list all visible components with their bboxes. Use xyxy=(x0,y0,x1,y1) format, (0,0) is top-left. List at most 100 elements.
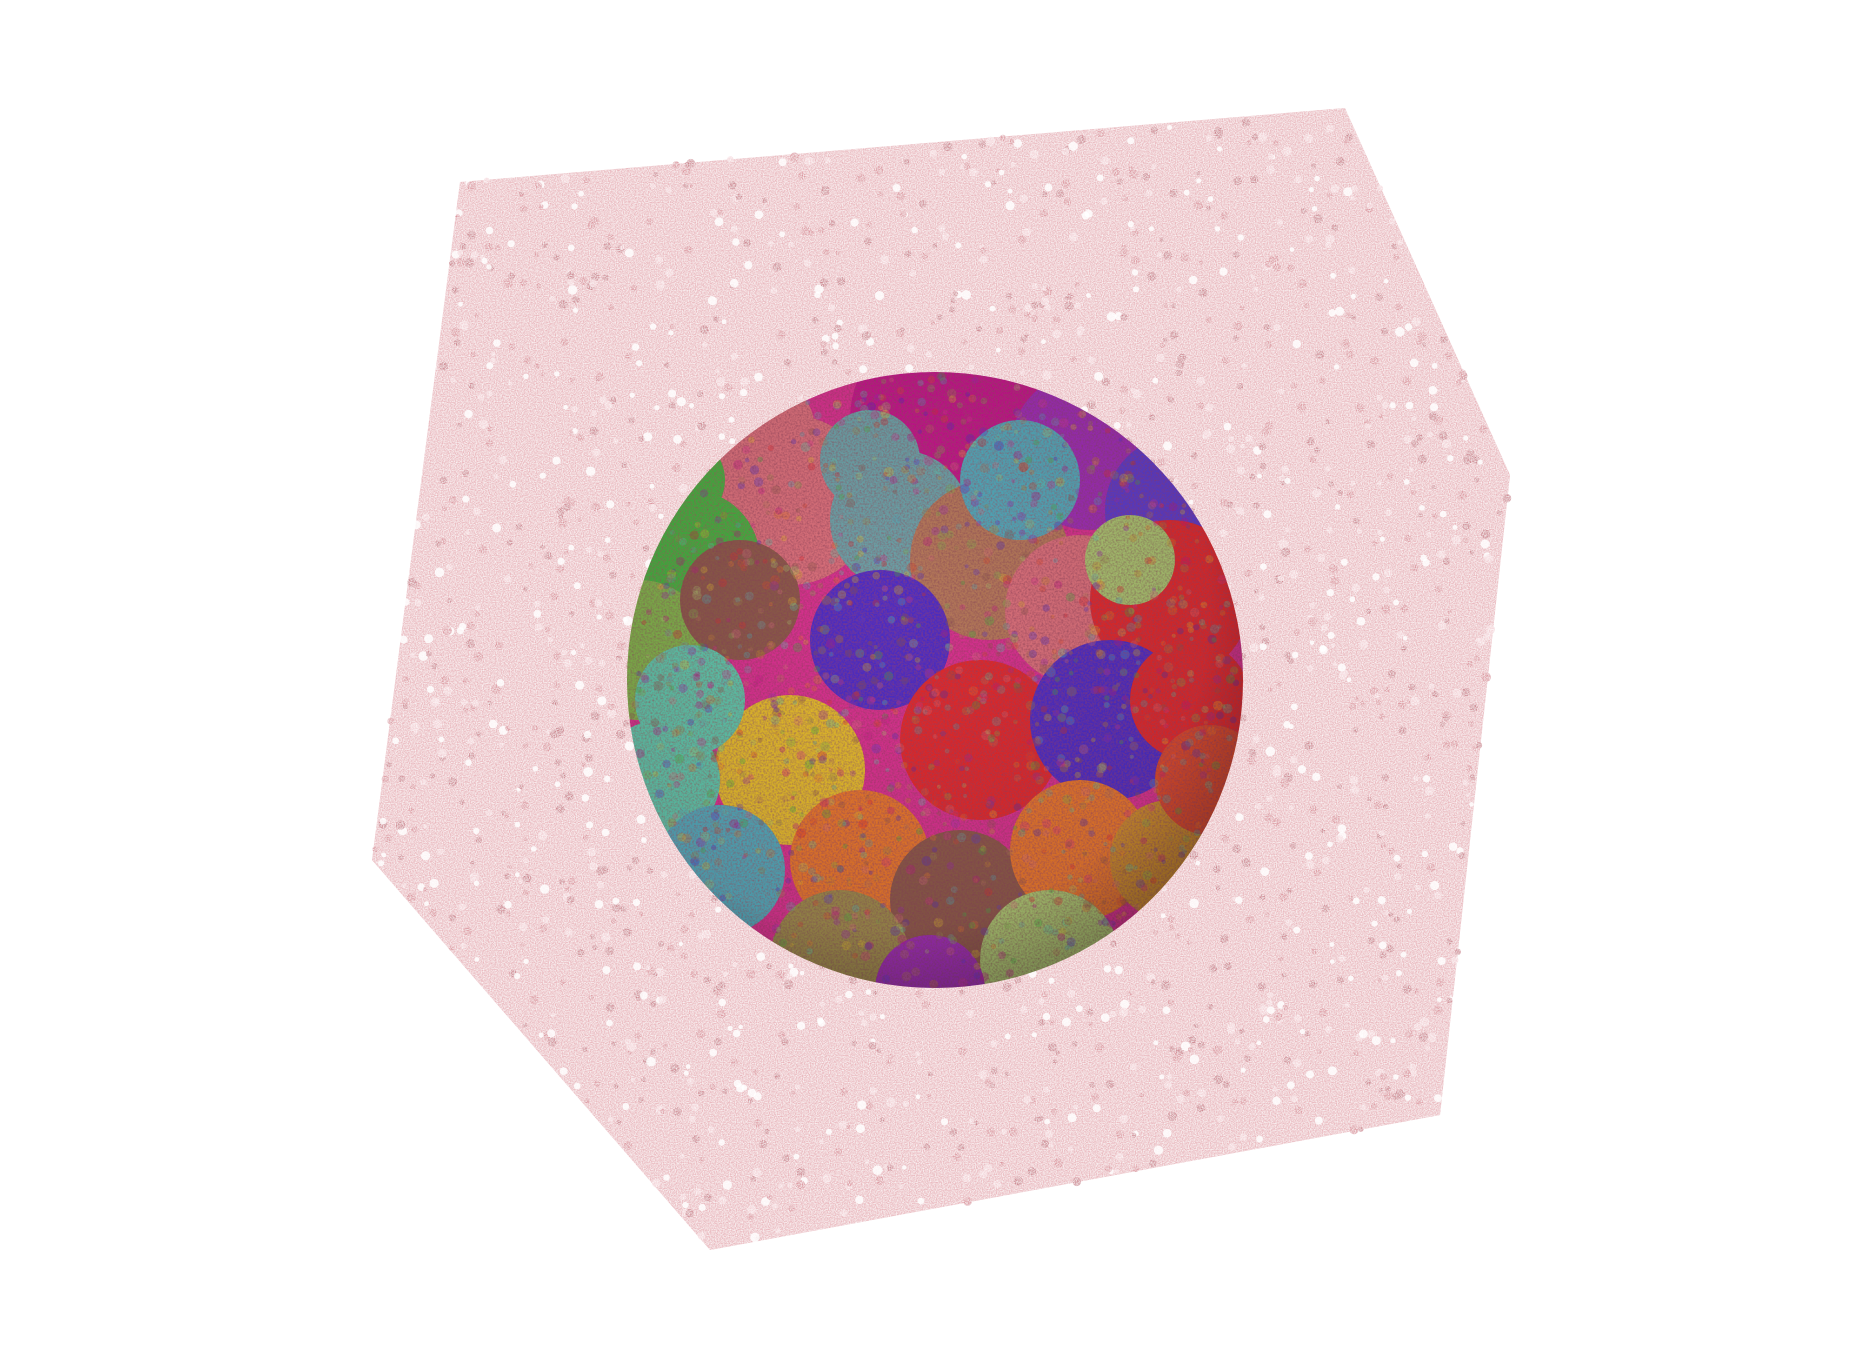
solvent-particle xyxy=(1350,785,1360,794)
solvent-particle xyxy=(1397,700,1406,710)
solvent-particle xyxy=(1278,539,1289,549)
solvent-particle xyxy=(594,599,602,607)
solvent-particle xyxy=(1325,241,1332,249)
solvent-particle xyxy=(872,1165,883,1175)
solvent-particle xyxy=(1007,188,1013,194)
solvent-particle xyxy=(587,220,596,230)
solvent-particle xyxy=(1337,663,1346,672)
solvent-particle xyxy=(1483,632,1492,641)
solvent-particle xyxy=(518,784,524,790)
solvent-particle xyxy=(1359,700,1366,707)
solvent-particle xyxy=(1267,992,1274,999)
solvent-particle xyxy=(1067,293,1073,299)
solvent-particle xyxy=(1408,683,1416,692)
solvent-particle xyxy=(827,304,836,312)
solvent-particle xyxy=(629,392,635,398)
solvent-particle xyxy=(1162,337,1168,343)
solvent-particle xyxy=(1049,1019,1055,1025)
solvent-particle xyxy=(1257,982,1266,991)
solvent-particle xyxy=(1096,129,1105,138)
solvent-particle xyxy=(1383,586,1390,594)
solvent-particle xyxy=(1052,315,1061,324)
solvent-particle xyxy=(1221,834,1230,843)
solvent-particle xyxy=(621,462,628,468)
solvent-particle xyxy=(568,498,576,506)
solvent-particle xyxy=(697,421,707,431)
solvent-particle xyxy=(879,1117,885,1123)
solvent-particle xyxy=(1326,589,1335,597)
solvent-particle xyxy=(646,218,653,226)
solvent-particle xyxy=(1245,915,1254,924)
solvent-particle xyxy=(1424,786,1434,796)
solvent-particle xyxy=(1346,677,1352,683)
solvent-particle xyxy=(1004,1071,1010,1077)
solvent-particle xyxy=(748,1098,753,1104)
solvent-particle xyxy=(1477,459,1483,465)
solvent-particle xyxy=(534,623,543,632)
solvent-particle xyxy=(1372,540,1378,546)
solvent-particle xyxy=(1094,371,1104,381)
solvent-particle xyxy=(542,916,550,924)
solvent-particle xyxy=(613,1083,619,1089)
solvent-particle xyxy=(698,1156,705,1163)
solvent-particle xyxy=(1096,174,1104,182)
solvent-particle xyxy=(1288,724,1294,730)
solvent-particle xyxy=(576,948,585,957)
solvent-particle xyxy=(649,323,657,330)
solvent-particle xyxy=(1189,850,1199,860)
solvent-particle xyxy=(1008,138,1015,145)
solvent-particle xyxy=(676,397,687,407)
solvent-particle xyxy=(1319,645,1328,655)
solvent-particle xyxy=(1414,1023,1422,1031)
solvent-particle xyxy=(665,187,672,193)
solvent-particle xyxy=(1116,178,1123,185)
solvent-particle xyxy=(1426,531,1432,538)
solvent-particle xyxy=(1162,1006,1171,1014)
solvent-particle xyxy=(430,697,440,707)
solvent-particle xyxy=(658,995,667,1004)
solvent-particle xyxy=(595,372,604,381)
solvent-particle xyxy=(1377,529,1383,536)
solvent-particle xyxy=(1166,1073,1173,1080)
solvent-particle xyxy=(450,327,461,338)
solvent-particle xyxy=(943,142,953,152)
solvent-particle xyxy=(592,944,598,950)
solvent-particle xyxy=(702,341,708,348)
solvent-particle xyxy=(1196,178,1202,184)
solvent-particle xyxy=(955,242,962,249)
solvent-particle xyxy=(606,1019,613,1027)
solvent-particle xyxy=(789,152,800,162)
solvent-particle xyxy=(978,140,986,148)
solvent-particle xyxy=(1417,454,1428,464)
solvent-particle xyxy=(633,519,639,526)
solvent-particle xyxy=(509,480,517,488)
solvent-particle xyxy=(569,430,574,436)
solvent-particle xyxy=(533,251,540,258)
solvent-particle xyxy=(449,496,457,504)
solvent-particle xyxy=(1379,414,1384,419)
solvent-particle xyxy=(409,783,416,790)
solvent-particle xyxy=(1430,403,1439,412)
solvent-particle xyxy=(530,846,537,852)
solvent-particle xyxy=(1238,1028,1245,1035)
solvent-particle xyxy=(1169,189,1178,198)
solvent-particle xyxy=(1447,455,1454,462)
solvent-particle xyxy=(1259,462,1267,470)
solvent-particle xyxy=(1253,588,1259,594)
solvent-particle xyxy=(714,217,724,227)
solvent-particle xyxy=(636,814,646,824)
solvent-particle xyxy=(1044,1118,1051,1125)
solvent-particle xyxy=(1321,904,1330,913)
solvent-particle xyxy=(531,725,538,732)
solvent-particle xyxy=(1132,389,1142,399)
solvent-particle xyxy=(1386,944,1394,953)
solvent-particle xyxy=(1393,916,1401,923)
solvent-particle xyxy=(1039,209,1048,218)
solvent-particle xyxy=(453,339,461,346)
solvent-particle xyxy=(1101,377,1110,386)
solvent-particle xyxy=(1431,485,1437,490)
solvent-particle xyxy=(572,307,578,313)
solvent-particle xyxy=(471,699,479,707)
solvent-particle xyxy=(581,794,590,802)
solvent-particle xyxy=(663,1174,670,1181)
